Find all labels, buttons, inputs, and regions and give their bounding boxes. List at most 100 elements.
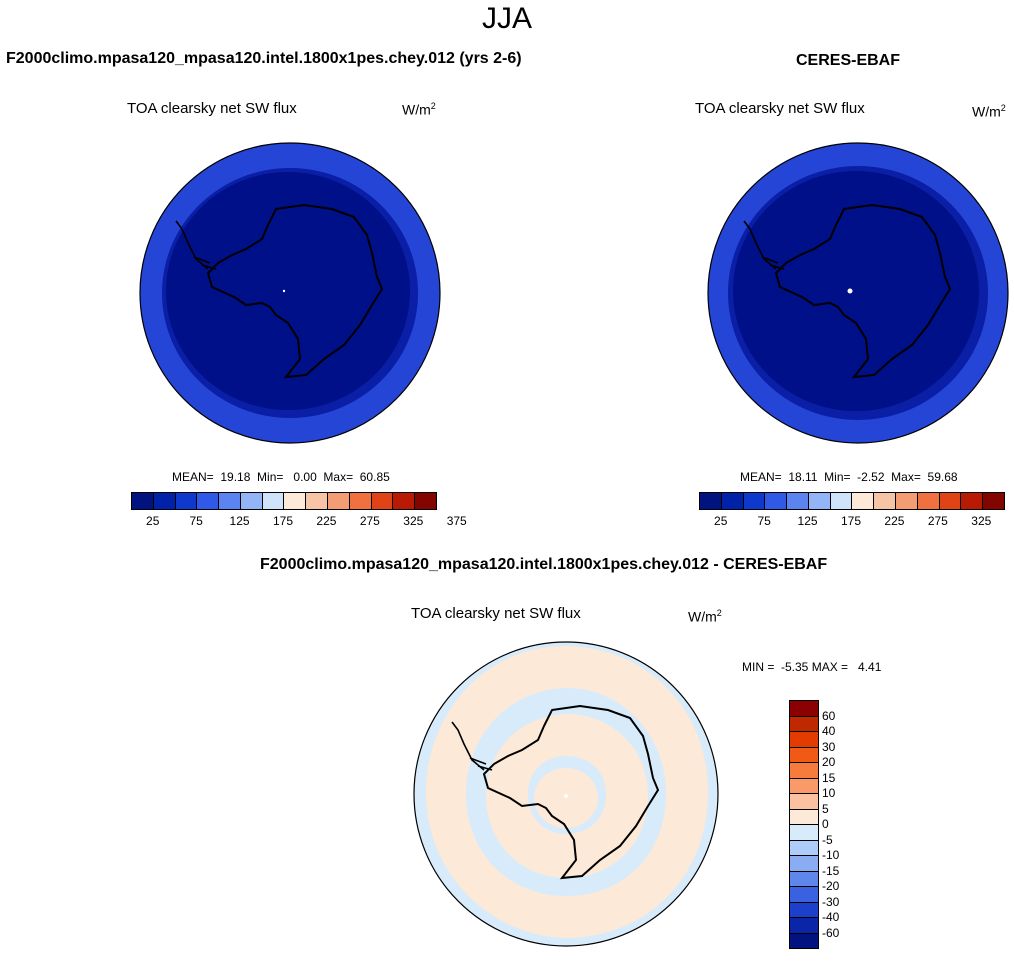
colorbar-box bbox=[306, 493, 329, 509]
colorbar-tick-label: 125 bbox=[229, 514, 250, 528]
colorbar-box bbox=[830, 493, 853, 509]
colorbar-box bbox=[790, 701, 818, 717]
colorbar-level-label: -10 bbox=[822, 848, 840, 862]
colorbar-box bbox=[790, 794, 818, 810]
colorbar-tick-label: 175 bbox=[840, 514, 862, 528]
diff-antarctica-coastline bbox=[482, 704, 660, 880]
colorbar-box bbox=[790, 716, 818, 732]
colorbar-tick-label: 75 bbox=[189, 514, 203, 528]
diff-polar-map bbox=[413, 641, 719, 947]
colorbar-box bbox=[328, 493, 350, 509]
colorbar-box bbox=[790, 747, 818, 763]
diff-peninsula-coastline bbox=[451, 721, 493, 771]
colorbar-tick-label: 25 bbox=[146, 514, 160, 528]
diff-stats: MIN = -5.35 MAX = 4.41 bbox=[742, 660, 882, 674]
colorbar-box bbox=[371, 493, 394, 509]
colorbar-box bbox=[917, 493, 940, 509]
colorbar-box bbox=[874, 493, 897, 509]
colorbar-box bbox=[415, 493, 436, 509]
colorbar-level-label: 10 bbox=[822, 786, 836, 800]
colorbar-box bbox=[983, 493, 1004, 509]
colorbar-box bbox=[175, 493, 198, 509]
obs-title: CERES-EBAF bbox=[796, 52, 901, 69]
test-units-label: W/m2 bbox=[402, 101, 436, 118]
colorbar-level-label: 40 bbox=[822, 724, 836, 738]
colorbar-box bbox=[790, 840, 818, 856]
colorbar-box bbox=[808, 493, 831, 509]
diff-colorbar bbox=[789, 700, 819, 949]
colorbar-level-label: -15 bbox=[822, 863, 840, 878]
colorbar-box bbox=[132, 493, 154, 509]
colorbar-box bbox=[197, 493, 220, 509]
colorbar-level-label: 15 bbox=[822, 770, 836, 785]
colorbar-box bbox=[284, 493, 307, 509]
colorbar-level-label: 60 bbox=[822, 708, 836, 723]
test-polar-map bbox=[139, 142, 441, 444]
colorbar-tick-label: 75 bbox=[757, 514, 771, 528]
colorbar-box bbox=[790, 856, 818, 872]
colorbar-box bbox=[790, 763, 818, 779]
colorbar-box bbox=[721, 493, 744, 509]
diff-title: F2000climo.mpasa120_mpasa120.intel.1800x… bbox=[260, 556, 828, 573]
colorbar-box bbox=[961, 493, 984, 509]
obs-polar-map bbox=[707, 142, 1009, 444]
colorbar-tick-label: 225 bbox=[316, 514, 337, 528]
colorbar-box bbox=[219, 493, 241, 509]
colorbar-level-label: -40 bbox=[822, 910, 840, 924]
colorbar-level-label: 20 bbox=[822, 755, 836, 769]
obs-stats: MEAN= 18.11 Min= -2.52 Max= 59.68 bbox=[740, 470, 958, 484]
diff-units-label: W/m2 bbox=[688, 608, 722, 625]
test-colorbar bbox=[131, 492, 437, 510]
colorbar-tick-label: 25 bbox=[714, 514, 728, 528]
obs-pole-marker bbox=[847, 288, 853, 294]
colorbar-level-label: -20 bbox=[822, 879, 840, 893]
test-peninsula-coastline bbox=[175, 220, 217, 270]
test-stats: MEAN= 19.18 Min= 0.00 Max= 60.85 bbox=[172, 470, 390, 484]
colorbar-level-label: -5 bbox=[822, 832, 833, 847]
colorbar-box bbox=[393, 493, 416, 509]
colorbar-level-label: -60 bbox=[822, 925, 840, 940]
obs-peninsula-coastline bbox=[743, 220, 785, 270]
colorbar-level-label: -30 bbox=[822, 894, 840, 909]
colorbar-box bbox=[262, 493, 285, 509]
obs-units-label: W/m2 bbox=[972, 103, 1006, 120]
colorbar-box bbox=[790, 902, 818, 918]
obs-core-region bbox=[733, 171, 979, 411]
colorbar-box bbox=[790, 918, 818, 934]
colorbar-box bbox=[765, 493, 788, 509]
colorbar-box bbox=[939, 493, 962, 509]
colorbar-level-label: 0 bbox=[822, 817, 829, 831]
colorbar-box bbox=[896, 493, 918, 509]
colorbar-level-label: 30 bbox=[822, 739, 836, 754]
obs-variable-label: TOA clearsky net SW flux bbox=[695, 100, 865, 117]
colorbar-box bbox=[790, 933, 818, 948]
colorbar-box bbox=[790, 871, 818, 887]
colorbar-box bbox=[700, 493, 722, 509]
colorbar-tick-label: 225 bbox=[884, 514, 905, 528]
test-variable-label: TOA clearsky net SW flux bbox=[127, 100, 297, 117]
colorbar-level-label: 5 bbox=[822, 801, 829, 816]
colorbar-box bbox=[790, 809, 818, 825]
colorbar-tick-label: 325 bbox=[971, 514, 992, 528]
colorbar-box bbox=[240, 493, 263, 509]
colorbar-tick-label: 275 bbox=[359, 514, 380, 528]
colorbar-tick-label: 125 bbox=[797, 514, 818, 528]
diff-warm-inner-ring bbox=[486, 714, 648, 878]
diff-pole-marker bbox=[564, 794, 568, 798]
test-antarctica-coastline bbox=[206, 203, 384, 379]
test-pole-marker bbox=[282, 289, 286, 293]
diff-variable-label: TOA clearsky net SW flux bbox=[411, 605, 581, 622]
diff-warm-outer-ring bbox=[425, 646, 709, 938]
colorbar-tick-label: 375 bbox=[446, 514, 467, 528]
colorbar-box bbox=[790, 887, 818, 903]
colorbar-tick-label: 275 bbox=[927, 514, 948, 528]
colorbar-box bbox=[790, 778, 818, 794]
test-core-region bbox=[166, 172, 410, 410]
colorbar-box bbox=[153, 493, 176, 509]
colorbar-box bbox=[349, 493, 372, 509]
figure-title: JJA bbox=[481, 2, 532, 35]
obs-colorbar bbox=[699, 492, 1005, 510]
test-case-title: F2000climo.mpasa120_mpasa120.intel.1800x… bbox=[6, 50, 522, 67]
colorbar-box bbox=[790, 732, 818, 748]
colorbar-tick-label: 175 bbox=[272, 514, 294, 528]
